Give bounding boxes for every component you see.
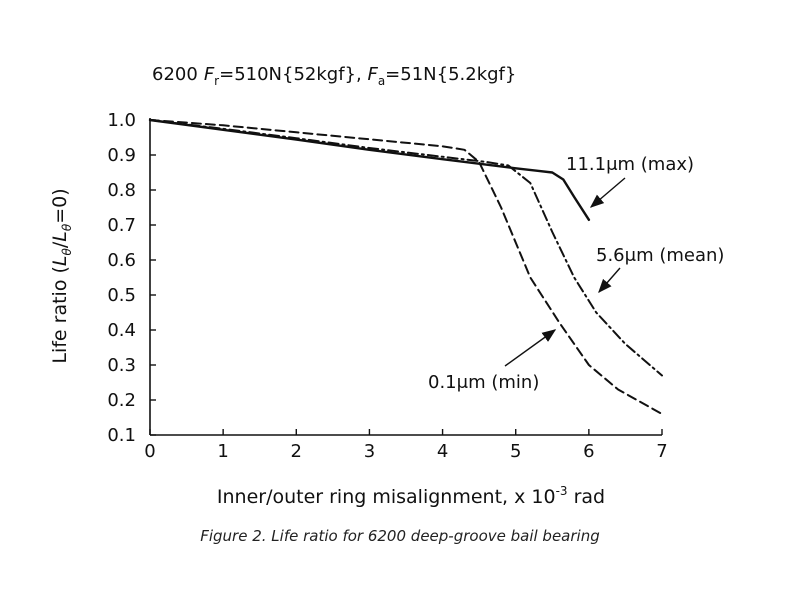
axes: 0.1 0.2 0.3 0.4 0.5 0.6 0.7 0.8 0.9 1.0 0 1 2 3 4 5 6 7 xyxy=(107,110,667,462)
title-model: 6200 xyxy=(152,64,198,85)
y-tick-label: 0.2 xyxy=(107,390,136,411)
y-tick-label: 0.1 xyxy=(107,425,136,446)
y-tick-label: 0.4 xyxy=(107,320,136,341)
x-tick-label: 6 xyxy=(583,441,594,462)
ylabel-num: L xyxy=(49,255,71,266)
y-axis-label: Life ratio (Lθ/Lθ=0) xyxy=(49,188,74,363)
y-tick-label: 0.9 xyxy=(107,145,136,166)
annotation-mean-value: 5.6 xyxy=(596,245,625,266)
annotation-min-mu: μ xyxy=(457,372,469,393)
title-fr-symbol: F xyxy=(204,64,215,85)
annotation-mean-mu: μ xyxy=(625,245,637,266)
figure-caption: Figure 2. Life ratio for 6200 deep-groov… xyxy=(200,527,600,545)
annotation-max: 11.1μm (max) xyxy=(566,154,694,175)
xlabel-unit: rad xyxy=(568,486,606,508)
annotation-min-rest: m (min) xyxy=(468,372,539,393)
x-tick-label: 5 xyxy=(510,441,521,462)
title-fa-symbol: F xyxy=(367,64,378,85)
ylabel-den: L xyxy=(49,231,71,242)
x-tick-label: 4 xyxy=(437,441,448,462)
x-tick-label: 1 xyxy=(217,441,228,462)
ylabel-slash: / xyxy=(49,241,71,248)
annotation-max-rest: m (max) xyxy=(618,154,695,175)
ylabel-den-sub: θ xyxy=(60,223,74,231)
annotation-mean-arrow xyxy=(598,267,621,294)
annotation-max-value: 11.1 xyxy=(566,154,606,175)
series-line-dashed xyxy=(149,119,663,415)
y-tick-label: 0.6 xyxy=(107,250,136,271)
y-tick-label: 0.5 xyxy=(107,285,136,306)
y-tick-label: 0.7 xyxy=(107,215,136,236)
series-line-solid xyxy=(148,118,591,222)
series-line-dashdot xyxy=(149,119,663,377)
xlabel-main: Inner/outer ring misalignment, x 10 xyxy=(217,486,556,508)
y-tick-label: 0.8 xyxy=(107,180,136,201)
title-fr-sub: r xyxy=(214,74,219,88)
annotation-mean-rest: m (mean) xyxy=(636,245,724,266)
annotation-min: 0.1μm (min) xyxy=(428,372,539,393)
x-tick-label: 3 xyxy=(364,441,375,462)
x-axis-label: Inner/outer ring misalignment, x 10-3 ra… xyxy=(217,484,605,508)
title-fa-value: =51N{5.2kgf} xyxy=(385,64,516,85)
chart-title: 6200 Fr=510N{52kgf}, Fa=51N{5.2kgf} xyxy=(152,64,516,88)
y-tick-label: 1.0 xyxy=(107,110,136,131)
ylabel-suffix: =0) xyxy=(49,188,71,223)
annotation-max-arrow xyxy=(589,177,626,208)
annotation-max-mu: μ xyxy=(606,154,618,175)
ylabel-prefix: Life ratio ( xyxy=(49,266,71,364)
annotation-min-arrow xyxy=(504,329,557,367)
life-ratio-chart: 6200 Fr=510N{52kgf}, Fa=51N{5.2kgf} Life … xyxy=(49,64,724,508)
series-layer xyxy=(148,118,663,415)
y-tick-label: 0.3 xyxy=(107,355,136,376)
annotation-mean: 5.6μm (mean) xyxy=(596,245,724,266)
annotation-layer: 11.1μm (max) 5.6μm (mean) 0.1μm (min) xyxy=(428,154,724,393)
x-tick-label: 2 xyxy=(291,441,302,462)
title-fa-sub: a xyxy=(378,74,385,88)
annotation-min-value: 0.1 xyxy=(428,372,457,393)
xlabel-exp: -3 xyxy=(556,484,568,498)
title-fr-value: =510N{52kgf}, xyxy=(219,64,367,85)
x-tick-label: 0 xyxy=(144,441,155,462)
x-tick-label: 7 xyxy=(656,441,667,462)
ylabel-num-sub: θ xyxy=(60,247,74,255)
